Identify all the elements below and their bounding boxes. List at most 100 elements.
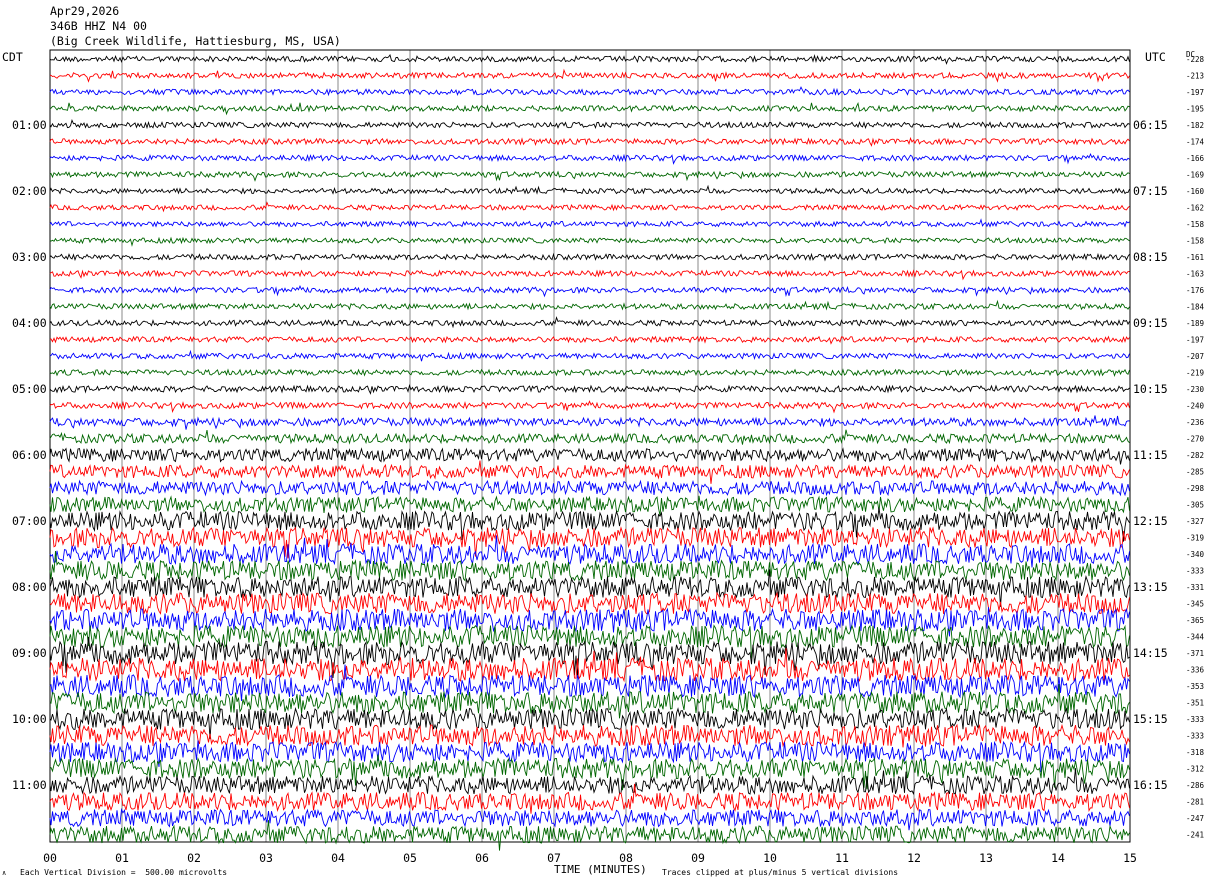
trace-row-16 <box>49 299 1130 311</box>
trace-row-21 <box>49 383 1130 395</box>
dc-offset-label: -319 <box>1186 534 1204 543</box>
trace-row-11 <box>49 218 1130 229</box>
left-hour-label: 02:00 <box>12 184 47 198</box>
right-hour-label: 14:15 <box>1133 646 1168 660</box>
dc-offset-label: -161 <box>1186 253 1204 262</box>
right-hour-label: 08:15 <box>1133 250 1168 264</box>
x-tick-label: 10 <box>763 851 777 865</box>
dc-offset-label: -176 <box>1186 286 1205 295</box>
dc-label: DC <box>1186 50 1196 59</box>
dc-offset-label: -247 <box>1186 814 1204 823</box>
dc-offset-label: -184 <box>1186 303 1205 312</box>
dc-offset-label: -333 <box>1186 567 1204 576</box>
trace-row-35 <box>49 607 1130 637</box>
trace-row-13 <box>49 252 1130 262</box>
trace-row-10 <box>49 201 1130 213</box>
trace-row-31 <box>49 535 1130 568</box>
trace-row-12 <box>49 236 1130 247</box>
left-hour-label: 07:00 <box>12 514 47 528</box>
trace-row-8 <box>49 170 1130 182</box>
trace-row-17 <box>49 316 1130 329</box>
trace-row-41 <box>49 707 1130 739</box>
trace-row-25 <box>49 447 1130 465</box>
x-tick-label: 12 <box>907 851 921 865</box>
trace-row-24 <box>49 429 1130 445</box>
trace-row-22 <box>49 400 1130 414</box>
dc-offset-label: -327 <box>1186 517 1204 526</box>
x-tick-label: 04 <box>331 851 345 865</box>
x-tick-label: 03 <box>259 851 273 865</box>
dc-offset-label: -228 <box>1186 55 1205 64</box>
dc-offset-label: -286 <box>1186 781 1205 790</box>
corner-mark-icon: ∧ <box>2 869 7 877</box>
dc-offset-label: -298 <box>1186 484 1205 493</box>
trace-row-15 <box>49 284 1130 298</box>
dc-offset-label: -305 <box>1186 501 1204 510</box>
dc-offset-label: -340 <box>1186 550 1205 559</box>
trace-row-3 <box>49 86 1130 97</box>
dc-offset-label: -281 <box>1186 798 1204 807</box>
trace-row-19 <box>49 349 1130 362</box>
trace-row-45 <box>49 768 1130 796</box>
left-hour-label: 08:00 <box>12 580 47 594</box>
x-tick-label: 08 <box>619 851 633 865</box>
channel-label: 346B HHZ N4 00 <box>50 19 147 33</box>
dc-offset-label: -169 <box>1186 171 1204 180</box>
dc-offset-label: -282 <box>1186 451 1204 460</box>
trace-row-46 <box>49 783 1130 814</box>
right-hour-label: 12:15 <box>1133 514 1168 528</box>
trace-row-4 <box>49 102 1130 116</box>
left-hour-label: 03:00 <box>12 250 47 264</box>
trace-row-9 <box>49 184 1130 195</box>
dc-offset-label: -158 <box>1186 237 1205 246</box>
trace-row-48 <box>49 820 1130 851</box>
left-hour-label: 10:00 <box>12 712 47 726</box>
dc-offset-label: -163 <box>1186 270 1204 279</box>
dc-offset-label: -240 <box>1186 402 1205 411</box>
left-hour-label: 09:00 <box>12 646 47 660</box>
right-hour-label: 10:15 <box>1133 382 1168 396</box>
right-hour-label: 16:15 <box>1133 778 1168 792</box>
dc-offset-label: -333 <box>1186 715 1204 724</box>
x-axis-title: TIME (MINUTES) <box>554 863 647 876</box>
left-hour-label: 04:00 <box>12 316 47 330</box>
x-tick-label: 00 <box>43 851 57 865</box>
x-tick-label: 15 <box>1123 851 1137 865</box>
dc-offset-label: -158 <box>1186 220 1205 229</box>
scale-note: Each Vertical Division = 500.00 microvol… <box>20 868 228 877</box>
trace-row-30 <box>49 526 1130 559</box>
left-hour-label: 11:00 <box>12 778 47 792</box>
dc-offset-label: -160 <box>1186 187 1205 196</box>
x-tick-label: 02 <box>187 851 201 865</box>
dc-offset-label: -197 <box>1186 88 1204 97</box>
trace-row-36 <box>49 624 1130 659</box>
trace-row-47 <box>49 807 1130 831</box>
dc-offset-label: -197 <box>1186 336 1204 345</box>
trace-row-14 <box>49 268 1130 281</box>
dc-offset-label: -353 <box>1186 682 1204 691</box>
trace-row-23 <box>49 415 1130 430</box>
dc-offset-label: -174 <box>1186 138 1205 147</box>
dc-offset-label: -365 <box>1186 616 1204 625</box>
dc-offset-label: -195 <box>1186 105 1204 114</box>
clip-note: Traces clipped at plus/minus 5 vertical … <box>662 868 899 877</box>
left-hour-label: 05:00 <box>12 382 47 396</box>
left-hour-label: 01:00 <box>12 118 47 132</box>
trace-row-37 <box>49 636 1130 678</box>
left-hour-label: 06:00 <box>12 448 47 462</box>
left-timezone-label: CDT <box>2 50 23 64</box>
dc-offset-label: -345 <box>1186 600 1204 609</box>
trace-row-39 <box>49 664 1130 701</box>
right-hour-label: 13:15 <box>1133 580 1168 594</box>
dc-offset-label: -333 <box>1186 732 1204 741</box>
dc-offset-label: -162 <box>1186 204 1204 213</box>
right-hour-label: 07:15 <box>1133 184 1168 198</box>
right-timezone-label: UTC <box>1145 50 1166 64</box>
trace-row-34 <box>49 591 1130 616</box>
dc-offset-label: -285 <box>1186 468 1204 477</box>
dc-offset-label: -336 <box>1186 666 1205 675</box>
trace-row-6 <box>49 136 1130 147</box>
x-tick-label: 07 <box>547 851 561 865</box>
dc-offset-label: -241 <box>1186 831 1204 840</box>
